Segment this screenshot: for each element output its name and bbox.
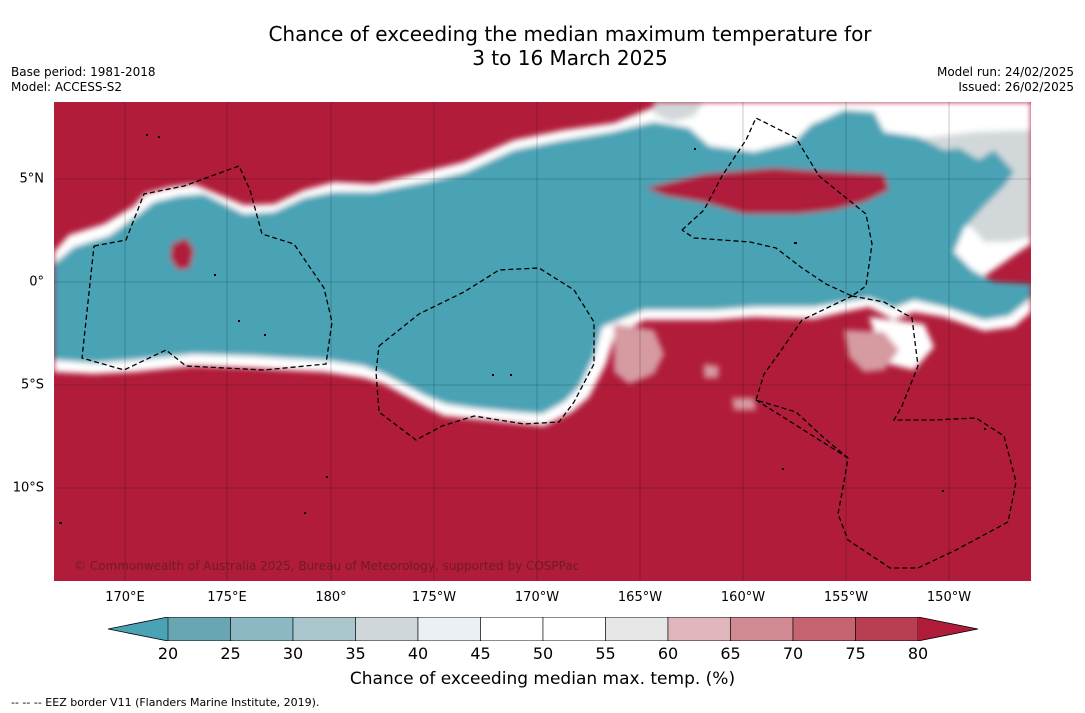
island-dot [264, 334, 266, 336]
lat-label: 10°S [12, 480, 44, 496]
model-run-text: Model run: 24/02/2025 [936, 65, 1074, 79]
eez-border-tuvalu [81, 165, 333, 371]
colorbar-cell [167, 617, 231, 641]
pink-patch-2 [844, 330, 899, 372]
colorbar-cell [230, 617, 294, 641]
eez-borders [81, 117, 1017, 569]
colorbar-cell [730, 617, 794, 641]
colorbar-tick-label: 80 [907, 644, 929, 663]
colorbar-tick-label: 70 [782, 644, 804, 663]
colorbar-cell [792, 617, 856, 641]
colorbar-cell [605, 617, 669, 641]
lon-label: 165°W [617, 590, 663, 605]
lon-label: 170°E [105, 590, 145, 605]
colorbar-cell [355, 617, 419, 641]
colorbar-tick-label: 60 [657, 644, 679, 663]
island-dot [984, 428, 986, 430]
meta-right: Model run: 24/02/2025 Issued: 26/02/2025 [937, 65, 1074, 95]
pink-patch-4 [704, 364, 719, 378]
eez-border-tokelau [375, 267, 595, 441]
island-dot [214, 274, 216, 276]
colorbar-tick-label: 50 [532, 644, 554, 663]
pink-patch-3 [732, 398, 756, 410]
eez-border-line-islands-north [681, 117, 873, 297]
colorbar-tick-label: 55 [595, 644, 616, 663]
island-dot [304, 512, 306, 514]
lon-label: 160°W [720, 590, 766, 605]
graticule [54, 102, 1031, 581]
colorbar-tick-label: 40 [407, 644, 429, 663]
pink-patch-1 [614, 324, 664, 384]
island-dot [158, 136, 160, 138]
colorbar-cell [855, 617, 919, 641]
eez-legend: -- -- -- EEZ border V11 (Flanders Marine… [11, 696, 320, 709]
colorbar-tick-label: 30 [282, 644, 304, 663]
lat-label: 5°S [20, 377, 44, 393]
eez-border-line-islands-south [755, 295, 1017, 569]
map-canvas [54, 102, 1031, 581]
colorbar-cell [667, 617, 731, 641]
lon-label: 150°W [926, 590, 972, 605]
island-dot [510, 374, 512, 376]
meta-left: Base period: 1981-2018 Model: ACCESS-S2 [11, 65, 156, 95]
lon-label: 155°W [823, 590, 869, 605]
grey-band-north-a [654, 102, 704, 122]
lon-label: 175°W [411, 590, 457, 605]
lat-label: 0° [29, 274, 44, 290]
colorbar-cell [292, 617, 356, 641]
base-period-text: Base period: 1981-2018 [11, 65, 156, 79]
colorbar-label: Chance of exceeding median max. temp. (%… [349, 669, 736, 689]
colorbar-tick-label: 25 [220, 644, 241, 663]
issued-text: Issued: 26/02/2025 [958, 80, 1074, 94]
island-dot [794, 242, 797, 244]
island-dot [59, 522, 62, 524]
colorbar-cell [480, 617, 544, 641]
colorbar-low-extend [108, 617, 168, 641]
below-median-patch-north [814, 110, 884, 150]
copyright-notice: © Commonwealth of Australia 2025, Bureau… [74, 559, 580, 573]
colorbar-tick-label: 20 [157, 644, 179, 663]
colorbar-cells [167, 617, 919, 641]
lon-label: 170°W [514, 590, 560, 605]
island-dot [238, 320, 240, 322]
island-dot [694, 148, 696, 150]
colorbar-tick-label: 35 [345, 644, 366, 663]
colorbar-tick-label: 45 [470, 644, 491, 663]
title-line-2: 3 to 16 March 2025 [472, 46, 668, 70]
probability-field [54, 102, 1031, 426]
island-dot [326, 476, 328, 478]
eez-border-join [755, 399, 849, 459]
colorbar [108, 617, 978, 641]
island-dot [782, 468, 784, 470]
colorbar-high-extend [918, 617, 978, 641]
map-title: Chance of exceeding the median maximum t… [0, 22, 1085, 70]
island-dots [59, 134, 986, 524]
colorbar-cell [542, 617, 606, 641]
model-text: Model: ACCESS-S2 [11, 80, 123, 94]
lon-label: 180° [315, 590, 347, 605]
island-dot [942, 490, 944, 492]
above-median-islet [170, 238, 194, 270]
lon-label: 175°E [207, 590, 247, 605]
colorbar-tick-label: 75 [845, 644, 866, 663]
lat-label: 5°N [19, 171, 45, 187]
island-dot [492, 374, 494, 376]
title-line-1: Chance of exceeding the median maximum t… [268, 22, 872, 46]
colorbar-tick-label: 65 [720, 644, 741, 663]
colorbar-cell [417, 617, 481, 641]
island-dot [146, 134, 148, 136]
map-panel: © Commonwealth of Australia 2025, Bureau… [54, 102, 1031, 581]
above-median-pocket-mid [646, 168, 889, 214]
